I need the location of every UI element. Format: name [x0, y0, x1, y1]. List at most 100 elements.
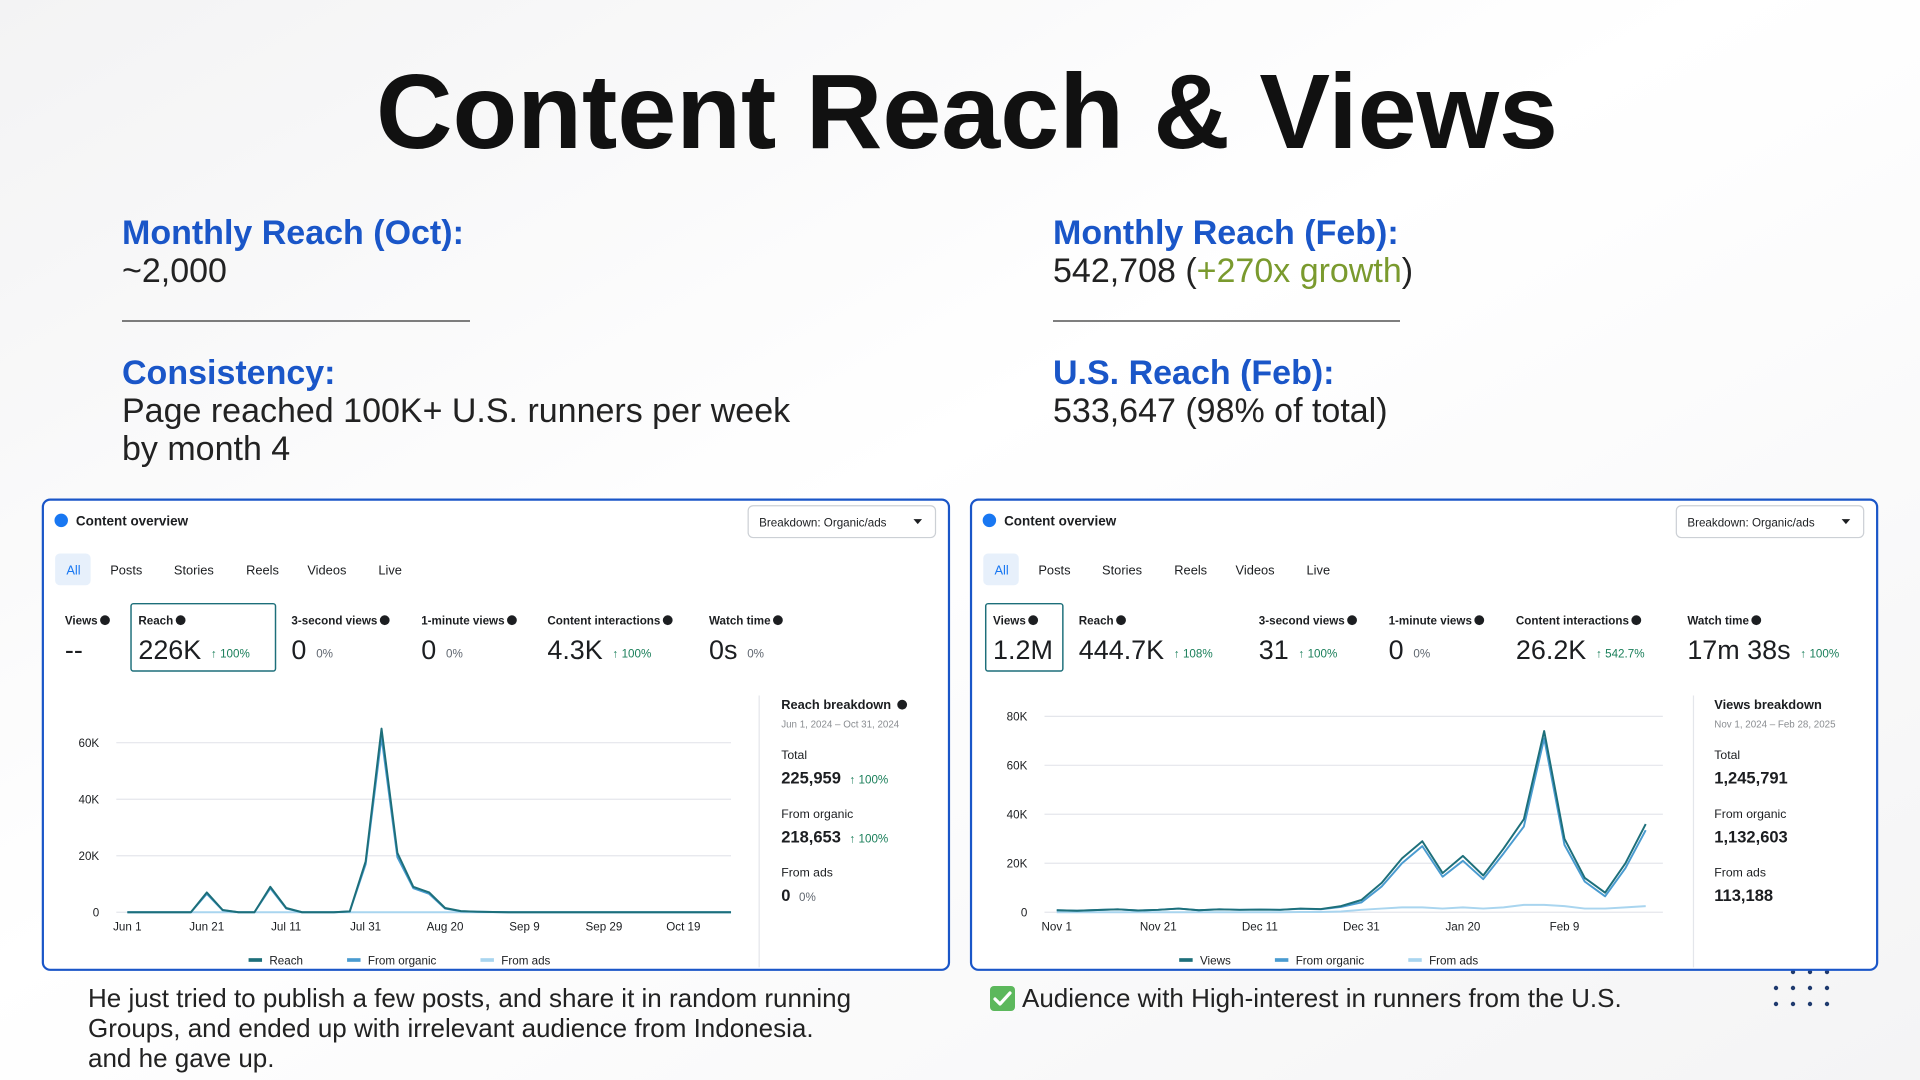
highlight-value: ~2,000 — [122, 252, 227, 290]
y-tick-label: 20K — [1007, 858, 1028, 871]
highlight-label: Monthly Reach (Feb): — [1053, 214, 1399, 252]
panel-row-value: 1,132,603 — [1714, 827, 1787, 846]
dot — [1824, 1001, 1830, 1007]
tab[interactable]: Videos — [1236, 562, 1275, 577]
tab[interactable]: Stories — [1102, 562, 1142, 577]
tab[interactable]: All — [66, 562, 80, 577]
metric-label[interactable]: Watch time — [709, 614, 771, 627]
series-line — [127, 727, 732, 914]
legend-label: From ads — [1429, 954, 1478, 967]
metric-label[interactable]: Watch time — [1687, 614, 1749, 627]
dashboard-card — [41, 498, 951, 971]
metric-label[interactable]: 3-second views — [291, 614, 377, 627]
metric-change: 0% — [316, 648, 333, 661]
x-tick-label: Jun 1 — [113, 921, 141, 934]
breakdown-button-text: Breakdown: Organic/ads — [1687, 517, 1814, 530]
x-tick-label: Feb 9 — [1550, 921, 1580, 934]
metric-change: 0% — [446, 648, 463, 661]
info-icon — [507, 615, 517, 626]
metric-label[interactable]: Views — [65, 614, 98, 627]
breakdown-button[interactable] — [747, 505, 937, 539]
tab[interactable]: Videos — [307, 562, 346, 577]
x-tick-label: Nov 21 — [1140, 921, 1177, 934]
legend-label: Reach — [269, 954, 303, 967]
metric-change: 0% — [1413, 648, 1430, 661]
dot — [1790, 969, 1796, 975]
highlight-value: 533,647 (98% of total) — [1053, 392, 1388, 430]
tab[interactable]: Live — [1307, 562, 1331, 577]
info-icon — [1028, 615, 1039, 626]
metric-label[interactable]: Content interactions — [547, 614, 660, 627]
info-icon — [897, 699, 908, 710]
dot — [1790, 1001, 1796, 1007]
breakdown-button-text: Breakdown: Organic/ads — [759, 517, 886, 530]
y-tick-label: 80K — [1007, 711, 1028, 724]
panel-title: Reach breakdown — [781, 697, 891, 712]
panel-row-change: ↑ 100% — [849, 832, 888, 845]
metric-label[interactable]: 3-second views — [1259, 614, 1345, 627]
panel-row-value: 113,188 — [1714, 886, 1773, 905]
tab-active — [55, 553, 91, 586]
dot — [1807, 969, 1813, 975]
metric-value: 0 — [421, 635, 436, 665]
metric-label[interactable]: 1-minute views — [421, 614, 504, 627]
highlight-value: 542,708 (+270x growth) — [1053, 252, 1413, 290]
panel-row-change: ↑ 100% — [849, 774, 888, 787]
panel-title: Views breakdown — [1714, 697, 1822, 712]
metric-change: ↑ 100% — [211, 648, 250, 661]
x-tick-label: Jan 20 — [1445, 921, 1480, 934]
dashboard: Content overview Breakdown: Organic/ads Al… — [41, 498, 951, 971]
tab[interactable]: Posts — [1038, 562, 1070, 577]
metric-value: 1.2M — [993, 635, 1053, 665]
legend-label: From organic — [368, 954, 437, 967]
info-icon — [773, 615, 783, 626]
info-icon — [1347, 615, 1357, 626]
info-icon — [100, 615, 110, 626]
dropdown-arrow — [1841, 519, 1851, 525]
tab[interactable]: Live — [378, 562, 402, 577]
tab[interactable]: Posts — [110, 562, 142, 577]
panel-row-change: 0% — [799, 891, 816, 904]
tab[interactable]: Stories — [174, 562, 214, 577]
metric-change: ↑ 100% — [613, 648, 652, 661]
y-tick-label: 20K — [78, 850, 99, 863]
metric-value: 0s — [709, 635, 737, 665]
metric-label[interactable]: 1-minute views — [1389, 614, 1472, 627]
caption-line: Groups, and ended up with irrelevant aud… — [88, 1013, 814, 1043]
slide-title: Content Reach & Views — [376, 53, 1558, 171]
y-tick-label: 40K — [1007, 809, 1028, 822]
x-tick-label: Aug 20 — [427, 921, 464, 934]
metric-label[interactable]: Reach — [1079, 614, 1114, 627]
caption-line: He just tried to publish a few posts, an… — [88, 983, 851, 1013]
metric-label[interactable]: Reach — [138, 614, 173, 627]
tab[interactable]: Reels — [246, 562, 279, 577]
x-tick-label: Dec 31 — [1343, 921, 1380, 934]
y-tick-label: 60K — [1007, 760, 1028, 773]
info-icon — [1631, 615, 1642, 626]
metric-value: -- — [65, 635, 83, 665]
metric-value: 17m 38s — [1687, 635, 1790, 665]
metric-selected — [984, 602, 1064, 672]
info-icon — [1116, 615, 1126, 626]
x-tick-label: Sep 9 — [509, 921, 539, 934]
tab[interactable]: All — [994, 562, 1008, 577]
tab[interactable]: Reels — [1174, 562, 1207, 577]
legend-label: From ads — [501, 954, 550, 967]
tab-active — [983, 553, 1019, 586]
info-icon — [1474, 615, 1485, 626]
metric-value: 0 — [291, 635, 306, 665]
metric-label[interactable]: Views — [993, 614, 1026, 627]
y-tick-label: 0 — [93, 907, 100, 920]
metric-label[interactable]: Content interactions — [1516, 614, 1629, 627]
panel-row-label: From organic — [781, 807, 853, 821]
panel-row-label: From ads — [781, 866, 833, 880]
y-tick-label: 0 — [1021, 907, 1028, 920]
facebook-icon — [54, 513, 68, 528]
caption-line: and he gave up. — [88, 1043, 275, 1073]
info-icon — [175, 615, 186, 626]
dot — [1824, 969, 1830, 975]
breakdown-button[interactable] — [1675, 505, 1865, 539]
panel-row-label: Total — [1714, 748, 1740, 762]
metric-selected — [130, 602, 277, 672]
